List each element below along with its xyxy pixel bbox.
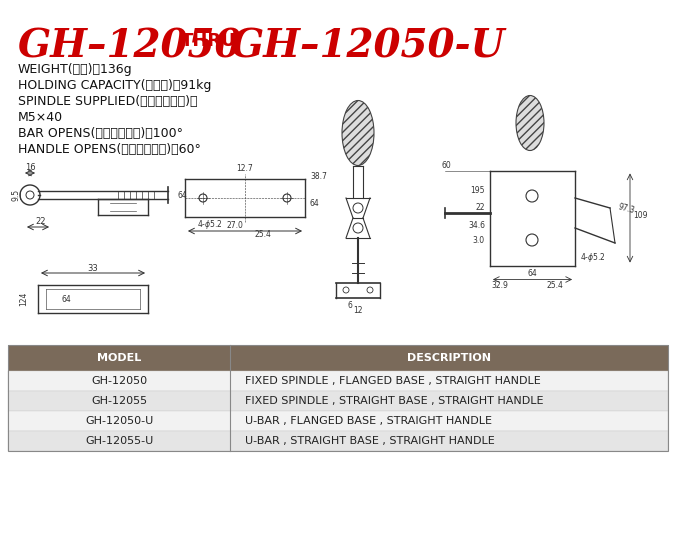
Text: GH-12055: GH-12055 — [91, 396, 147, 406]
Text: U-BAR , FLANGED BASE , STRAIGHT HANDLE: U-BAR , FLANGED BASE , STRAIGHT HANDLE — [245, 416, 492, 426]
Text: SPINDLE SUPPLIED(压头螺丝型号)：: SPINDLE SUPPLIED(压头螺丝型号)： — [18, 95, 197, 108]
Text: 38.7: 38.7 — [310, 172, 327, 181]
Text: 195: 195 — [470, 186, 485, 195]
Text: 3.0: 3.0 — [473, 236, 485, 245]
Ellipse shape — [516, 96, 544, 150]
Text: MODEL: MODEL — [97, 353, 141, 363]
Text: 9.5: 9.5 — [11, 189, 20, 201]
Text: GH-12055-U: GH-12055-U — [85, 436, 153, 446]
Text: 64: 64 — [528, 269, 537, 279]
Bar — [8, 371, 668, 391]
Text: 12.7: 12.7 — [237, 164, 254, 173]
Text: HOLDING CAPACITY(夹持力)：91kg: HOLDING CAPACITY(夹持力)：91kg — [18, 79, 212, 92]
Text: FIXED SPINDLE , STRAIGHT BASE , STRAIGHT HANDLE: FIXED SPINDLE , STRAIGHT BASE , STRAIGHT… — [245, 396, 544, 406]
Text: 109: 109 — [633, 211, 648, 220]
Bar — [8, 431, 668, 451]
Text: FIXED SPINDLE , FLANGED BASE , STRAIGHT HANDLE: FIXED SPINDLE , FLANGED BASE , STRAIGHT … — [245, 376, 541, 386]
Bar — [8, 391, 668, 411]
Text: 22: 22 — [475, 203, 485, 212]
Text: 32.9: 32.9 — [491, 280, 508, 290]
Text: U-BAR , STRAIGHT BASE , STRAIGHT HANDLE: U-BAR , STRAIGHT BASE , STRAIGHT HANDLE — [245, 436, 495, 446]
Text: THRU: THRU — [181, 32, 237, 50]
Bar — [8, 345, 668, 371]
Text: HANDLE OPENS(手柄开启角度)：60°: HANDLE OPENS(手柄开启角度)：60° — [18, 143, 201, 156]
Text: 60: 60 — [442, 161, 452, 170]
Text: 97.3: 97.3 — [617, 202, 635, 215]
Text: M5×40: M5×40 — [18, 111, 63, 124]
Text: 4-$\phi$5.2: 4-$\phi$5.2 — [197, 218, 223, 231]
Text: DESCRIPTION: DESCRIPTION — [407, 353, 491, 363]
Text: GH-12050-U: GH-12050-U — [85, 416, 153, 426]
Text: 4-$\phi$5.2: 4-$\phi$5.2 — [580, 252, 606, 264]
Bar — [8, 411, 668, 431]
Ellipse shape — [342, 101, 374, 165]
Text: 12: 12 — [354, 306, 363, 315]
Text: 25.4: 25.4 — [547, 280, 563, 290]
Text: 34.6: 34.6 — [468, 221, 485, 230]
Text: 124: 124 — [20, 292, 28, 306]
Text: GH-12050: GH-12050 — [91, 376, 147, 386]
Text: 64: 64 — [61, 295, 71, 304]
Text: 64: 64 — [178, 190, 188, 200]
Text: BAR OPENS(压把开启角度)：100°: BAR OPENS(压把开启角度)：100° — [18, 127, 183, 140]
Text: GH–12050: GH–12050 — [18, 28, 243, 66]
Text: 33: 33 — [88, 264, 99, 273]
Text: WEIGHT(自重)：136g: WEIGHT(自重)：136g — [18, 63, 132, 76]
Bar — [8, 345, 668, 451]
Text: 16: 16 — [25, 163, 35, 172]
Text: 22: 22 — [36, 217, 46, 226]
Text: 27.0: 27.0 — [226, 221, 243, 230]
Text: 25.4: 25.4 — [255, 230, 272, 239]
Text: 64: 64 — [310, 199, 320, 208]
Text: GH–12050-U: GH–12050-U — [231, 28, 506, 66]
Text: 6: 6 — [347, 301, 352, 310]
